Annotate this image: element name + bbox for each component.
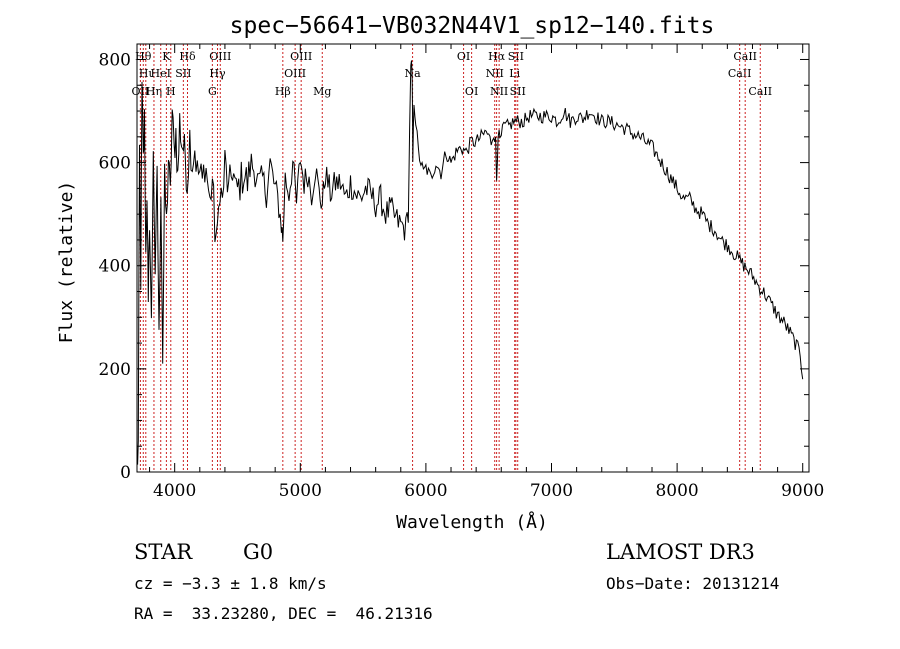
spectral-line-label: OIII [209,50,231,63]
spectral-line-label: SII [510,85,526,98]
y-axis-label: Flux (relative) [56,181,77,344]
object-class: STAR [134,540,193,564]
spectral-line-label: Hα [488,50,506,63]
spectral-line-label: Hι [139,67,153,80]
coordinates: RA = 33.23280, DEC = 46.21316 [134,604,433,623]
spectral-line-label: OI [465,85,478,98]
spectral-line-label: Li [509,67,520,80]
x-tick-label: 6000 [404,481,447,501]
spectral-line-label: Hη [146,85,162,98]
x-tick-label: 7000 [530,481,573,501]
spectral-line-label: Na [404,67,421,80]
spectral-line-label: OII [132,85,150,98]
spectral-line-label: Hδ [179,50,196,63]
spectral-line-label: NII [490,85,508,98]
y-tick-label: 200 [99,360,131,380]
spectral-line-label: CaII [748,85,772,98]
spectral-line-label: OIII [284,67,306,80]
spectral-line-label: Hθ [135,50,152,63]
redshift-cz: cz = −3.3 ± 1.8 km/s [134,574,327,593]
spectral-line-label: H [166,85,176,98]
spectral-line-label: CaII [728,67,752,80]
chart-title: spec−56641−VB032N44V1_sp12−140.fits [230,13,715,39]
spectral-line-label: SII [175,67,191,80]
y-tick-label: 400 [99,257,131,277]
spectral-line-label: G [208,85,217,98]
object-subclass: G0 [243,540,274,564]
spectral-line-label: OI [457,50,470,63]
spectral-line-label: NII [486,67,504,80]
y-tick-label: 800 [99,50,131,70]
spectral-line-label: CaII [733,50,757,63]
x-tick-label: 5000 [279,481,322,501]
spectral-line-label: SII [508,50,524,63]
spectral-line-label: OIII [290,50,312,63]
spectral-line-label: HeI [151,67,171,80]
spectral-line-label: K [162,50,171,63]
plot-frame [136,43,810,473]
x-axis-label: Wavelength (Å) [396,511,548,533]
x-tick-label: 9000 [781,481,824,501]
survey-name: LAMOST DR3 [606,540,755,564]
spectral-line-label: Hβ [275,85,291,98]
x-tick-label: 8000 [655,481,698,501]
y-tick-label: 0 [120,463,131,483]
axis-ticks: 4000 5000 6000 7000 8000 9000 0 200 400 600 800 [99,44,824,501]
observation-date: Obs−Date: 20131214 [606,574,780,593]
spectral-lines: OII Hθ Hι Hη HeI K H SII Hδ G Hγ OIII Hβ OIII OIII Mg Na… [132,44,772,472]
y-tick-label: 600 [99,154,131,174]
series-layer [136,60,804,465]
spectrum-line [136,60,804,465]
spectral-line-label: Mg [313,85,331,98]
spectral-line-label: Hγ [209,67,226,80]
x-tick-label: 4000 [153,481,196,501]
